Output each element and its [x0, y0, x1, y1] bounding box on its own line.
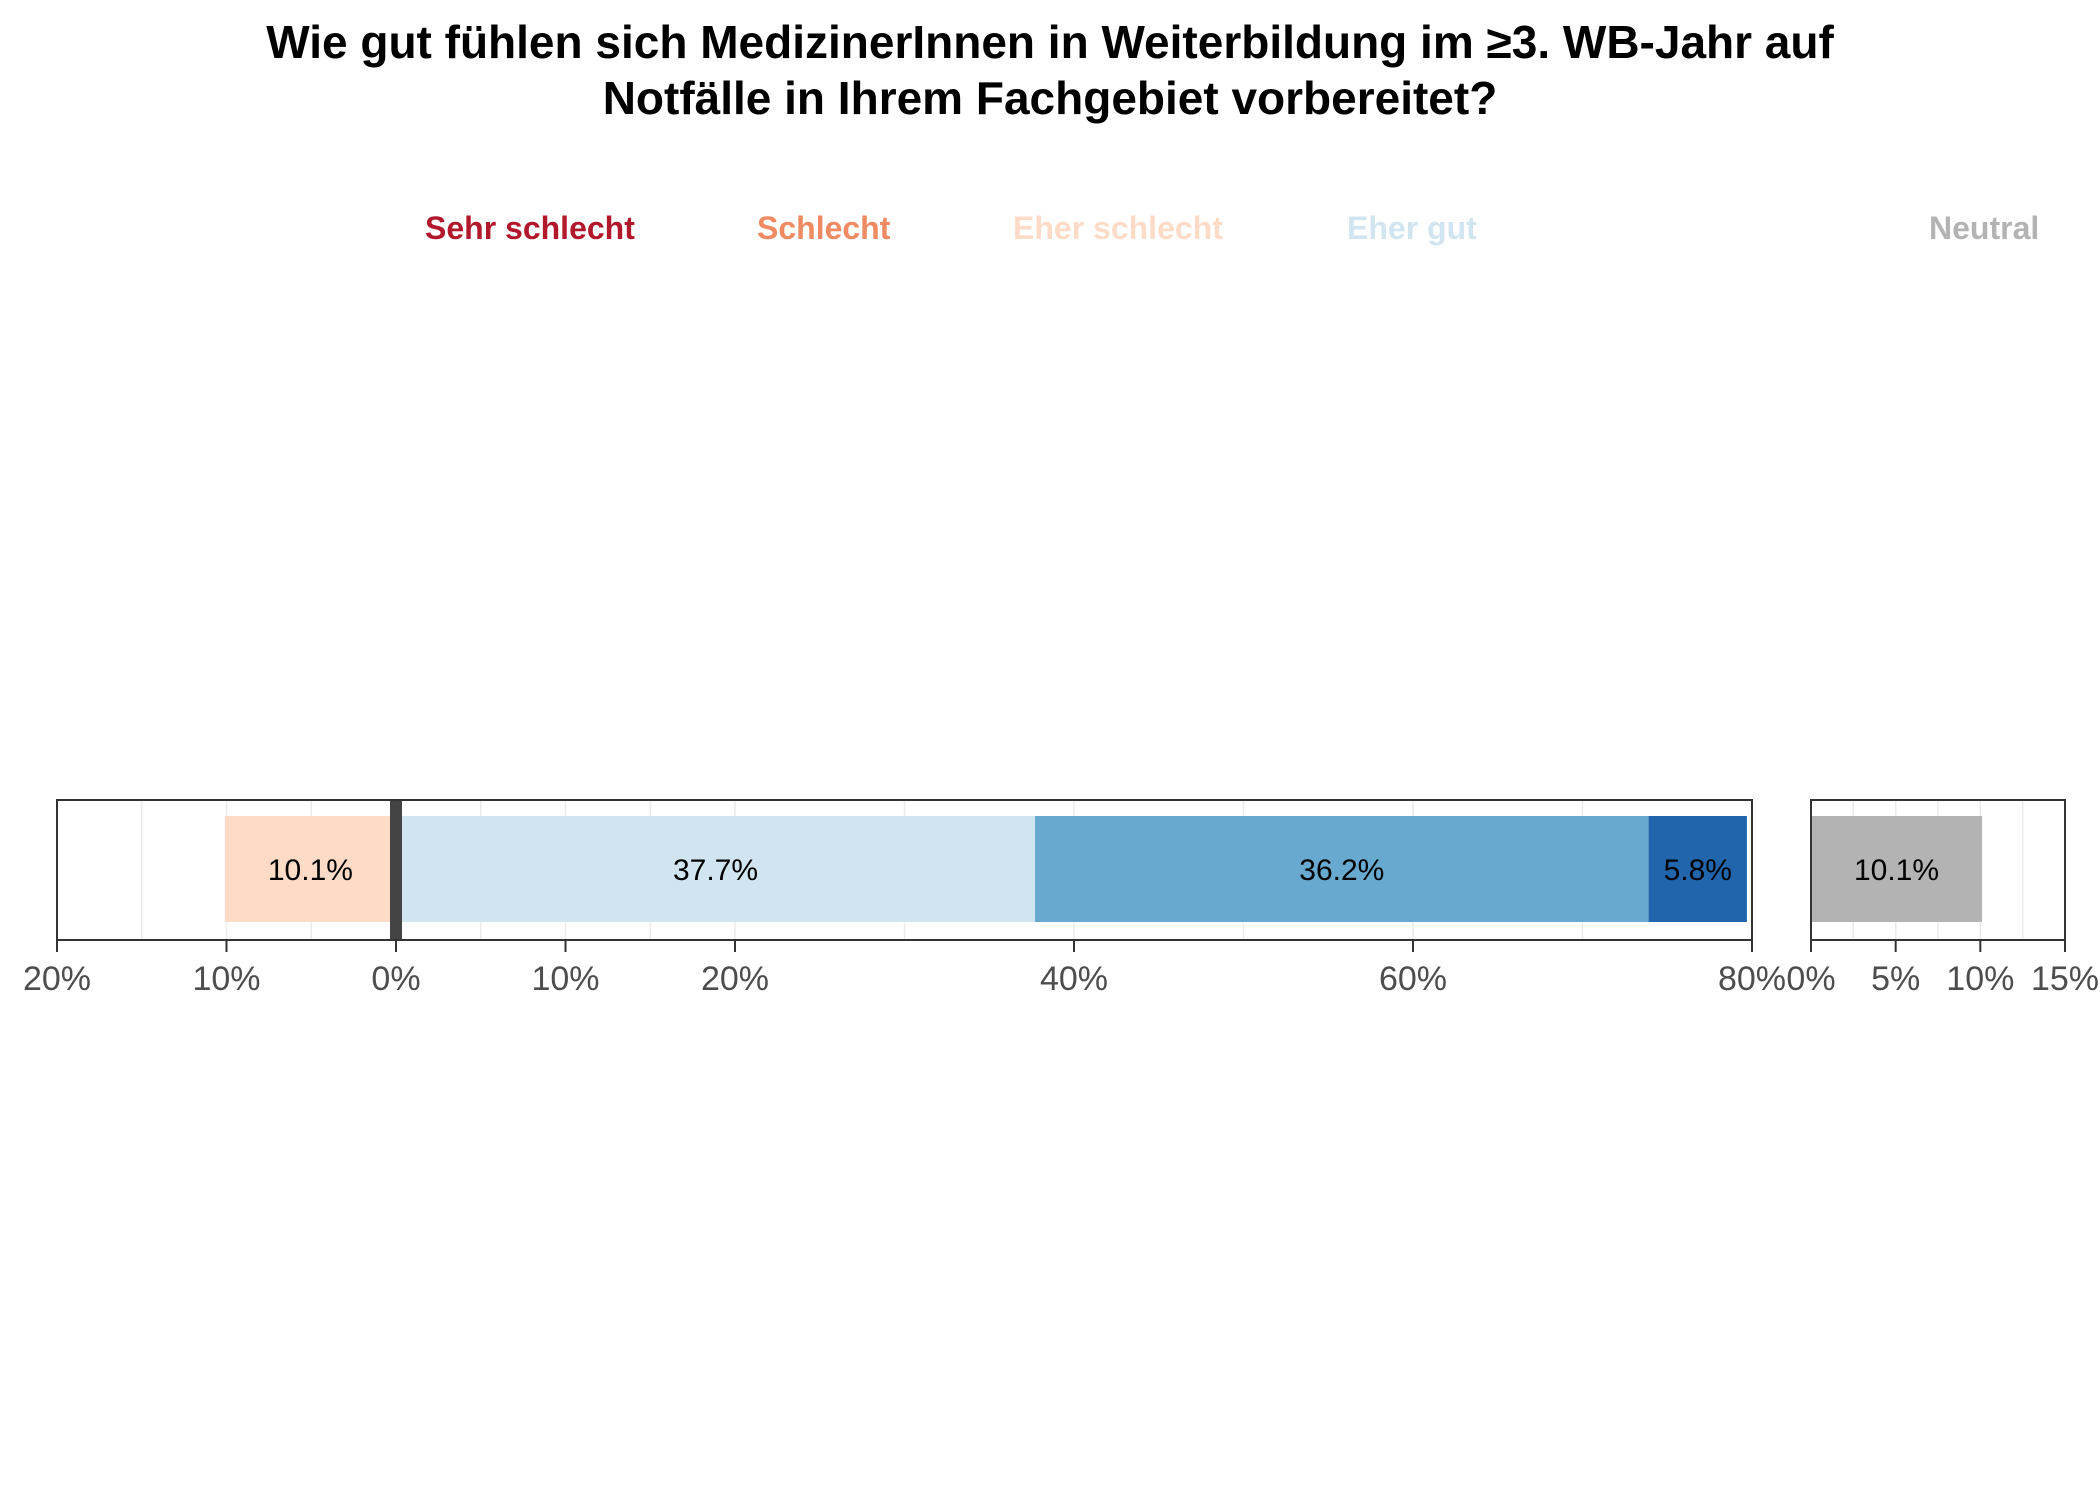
- main-tick-label-0: 20%: [23, 960, 91, 998]
- neutral-bar-neutral-label: 10.1%: [1854, 854, 1939, 887]
- main-tick-label-1: 10%: [192, 960, 260, 998]
- legend-gut: Gut: [1580, 210, 1636, 246]
- neutral-tick-label-3: 15%: [2031, 960, 2099, 998]
- legend-eher-gut: Eher gut: [1347, 210, 1477, 246]
- main-bar-sehr-gut: [1648, 816, 1747, 922]
- neutral-panel-border: [1810, 799, 2066, 941]
- legend-schlecht: Schlecht: [757, 210, 891, 246]
- legend-neutral: Neutral: [1929, 210, 2040, 246]
- neutral-tick-label-2: 10%: [1946, 960, 2014, 998]
- main-bar-gut: [1035, 816, 1649, 922]
- chart-title: Wie gut fühlen sich MedizinerInnen in We…: [0, 14, 2100, 126]
- main-tick-label-3: 10%: [531, 960, 599, 998]
- main-tick-label-2: 0%: [371, 960, 420, 998]
- legend-sehr-gut: Sehr gut: [1760, 210, 1890, 246]
- chart-title-line-1: Wie gut fühlen sich MedizinerInnen in We…: [266, 16, 1834, 68]
- main-tick-label-5: 40%: [1040, 960, 1108, 998]
- main-bar-eher-gut-label: 37.7%: [673, 854, 758, 887]
- main-bar-eher-schlecht: [224, 816, 396, 922]
- main-tick-label-6: 60%: [1379, 960, 1447, 998]
- neutral-bar-neutral: [1811, 816, 1983, 922]
- main-bar-gut-label: 36.2%: [1299, 854, 1384, 887]
- neutral-tick-label-0: 0%: [1786, 960, 1835, 998]
- main-bar-sehr-gut-label: 5.8%: [1664, 854, 1732, 887]
- legend-sehr-schlecht: Sehr schlecht: [425, 210, 635, 246]
- main-bar-eher-schlecht-label: 10.1%: [268, 854, 353, 887]
- neutral-tick-label-1: 5%: [1871, 960, 1920, 998]
- chart-title-line-2: Notfälle in Ihrem Fachgebiet vorbereitet…: [602, 72, 1498, 124]
- legend-eher-schlecht: Eher schlecht: [1013, 210, 1223, 246]
- main-panel-border: [56, 799, 1753, 941]
- main-bar-eher-gut: [396, 816, 1036, 922]
- main-tick-label-4: 20%: [701, 960, 769, 998]
- main-tick-label-7: 80%: [1718, 960, 1786, 998]
